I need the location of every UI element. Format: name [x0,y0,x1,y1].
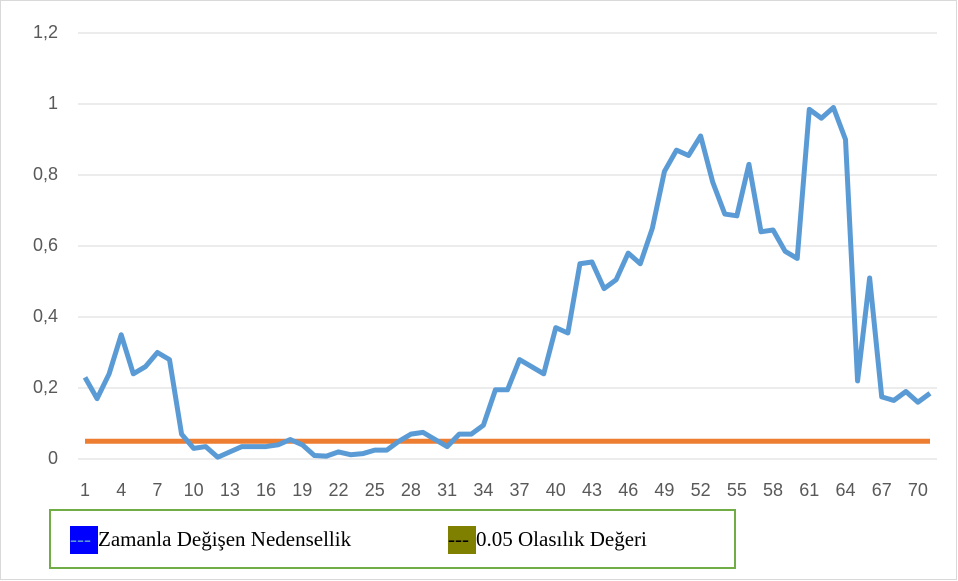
x-tick-label: 61 [799,480,819,500]
x-tick-label: 34 [473,480,493,500]
x-tick-label: 40 [546,480,566,500]
x-tick-label: 58 [763,480,783,500]
legend-box [49,509,736,569]
x-tick-label: 10 [184,480,204,500]
y-tick-label: 0,2 [33,377,58,397]
x-tick-label: 55 [727,480,747,500]
x-tick-label: 19 [292,480,312,500]
y-tick-label: 1 [48,93,58,113]
y-tick-label: 0,6 [33,235,58,255]
y-tick-label: 1,2 [33,22,58,42]
x-tick-label: 7 [152,480,162,500]
legend-symbol: --- [70,527,91,551]
y-tick-label: 0,4 [33,306,58,326]
x-tick-label: 46 [618,480,638,500]
x-tick-label: 28 [401,480,421,500]
series-line [82,105,932,460]
x-tick-label: 70 [908,480,928,500]
legend-swatch [70,526,98,554]
x-tick-label: 31 [437,480,457,500]
x-tick-label: 52 [691,480,711,500]
x-tick-label: 67 [872,480,892,500]
x-tick-label: 49 [654,480,674,500]
x-tick-label: 64 [835,480,855,500]
legend-label: Zamanla Değişen Nedensellik [98,527,352,551]
x-tick-label: 25 [365,480,385,500]
x-tick-label: 43 [582,480,602,500]
y-tick-label: 0 [48,448,58,468]
x-tick-label: 37 [510,480,530,500]
legend-symbol: --- [448,527,469,551]
x-tick-label: 16 [256,480,276,500]
x-tick-label: 13 [220,480,240,500]
y-tick-label: 0,8 [33,164,58,184]
x-tick-label: 1 [80,480,90,500]
legend-label: 0.05 Olasılık Değeri [476,527,647,551]
legend-swatch [448,526,476,554]
x-tick-label: 22 [328,480,348,500]
x-tick-label: 4 [116,480,126,500]
